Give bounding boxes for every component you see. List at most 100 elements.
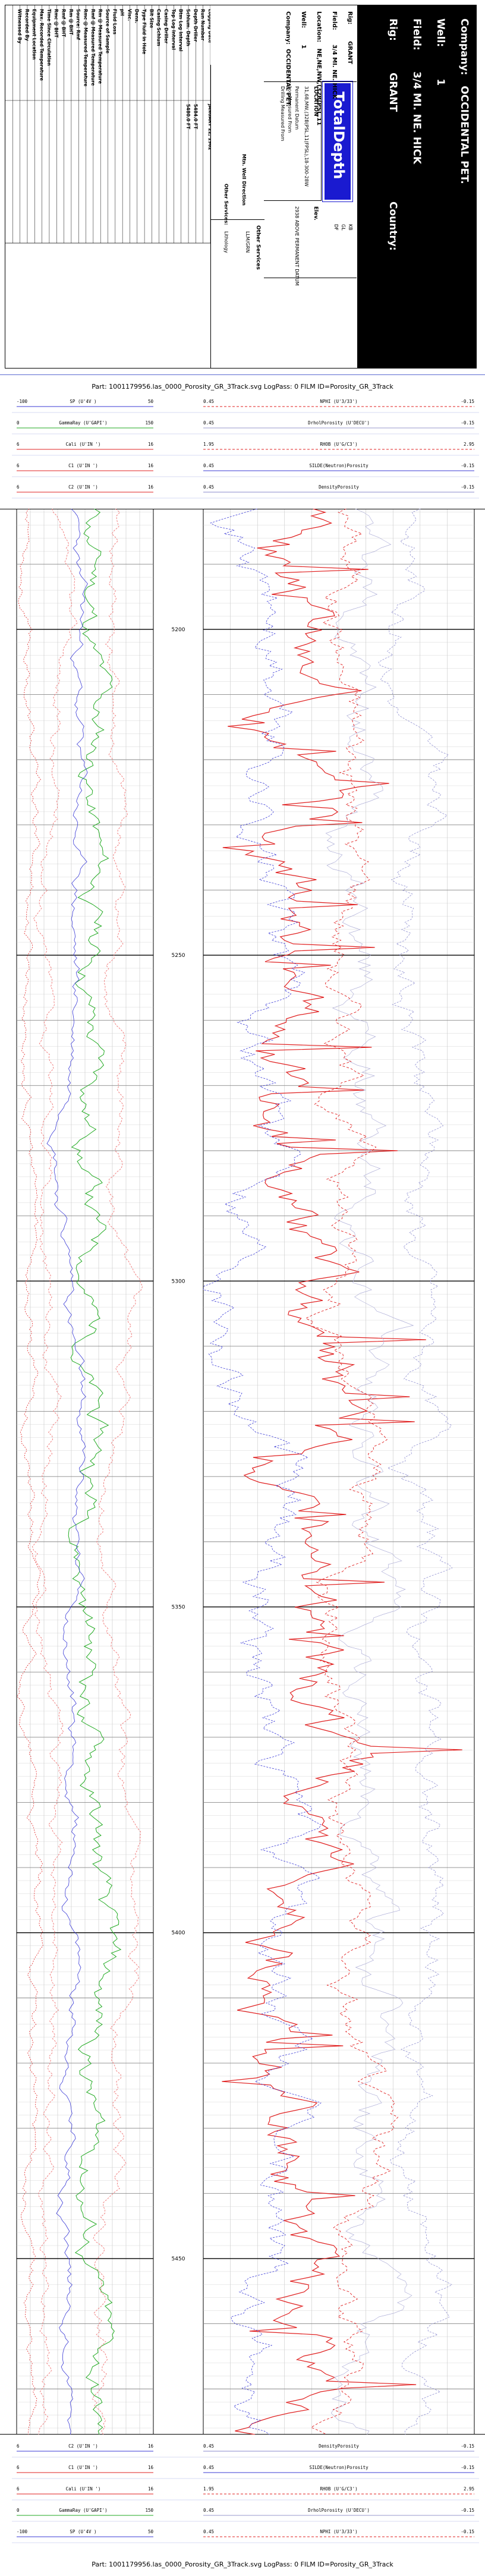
caliper-curve: [32, 509, 78, 2435]
scale-left-name: C2 (U'IN '): [68, 2443, 98, 2449]
summary-field: Field: 3/4 MI. NE. HICK: [331, 11, 338, 99]
field-label: Witnessed By: [17, 9, 23, 43]
scale-right-name: NPHI (U'3/33'): [320, 399, 357, 404]
scale-left-name: GammaRay (U'GAPI'): [59, 2508, 107, 2513]
depth-label: 5250: [172, 953, 185, 959]
elev-kb: KB: [348, 224, 353, 231]
scale-right-max: 2.95: [464, 2486, 474, 2492]
location-line-1: Permanent Datum: [294, 86, 300, 130]
field-label: Time Since Circulation: [46, 9, 52, 66]
summary-well: Well: 1: [300, 11, 307, 49]
scale-right-name: SILDE(Neutron)Porosity: [309, 2465, 369, 2470]
log-tracks: 5200 5250 5300 5350 5400 5450: [0, 509, 485, 2435]
scale-left-min: -100: [17, 2529, 28, 2534]
scale-right-min: 0.45: [203, 420, 214, 426]
field-label: Source: Rmf: [75, 9, 81, 40]
scale-right-max: -0.15: [461, 484, 474, 490]
sp-curve: [46, 509, 88, 2435]
other-services2-value: Lithology: [223, 231, 229, 253]
scale-right-min: 0.45: [203, 2443, 214, 2449]
summary-block: Rig: GRANT Field: 3/4 MI. NE. HICK Locat…: [264, 5, 357, 125]
direction-block: Mtn. Well Direction Other Services:: [210, 65, 264, 225]
drhol-porosity-curve: [325, 509, 414, 2435]
scale-right-name: NPHI (U'3/33'): [320, 2529, 357, 2534]
field-label: Casing Driller: [163, 9, 169, 43]
depth-label: 5300: [172, 1278, 185, 1284]
header-title-block: Company: OCCIDENTAL PET. Well: 1 Field: …: [357, 5, 476, 368]
scale-right-min: 1.95: [203, 442, 214, 447]
scale-left-name: C1 (U'IN '): [68, 2465, 98, 2470]
scales-bottom: 6 C2 (U'IN ') 16 0.45 DensityPorosity -0.15 6 C…: [12, 2443, 479, 2543]
summary-company-label: Company:: [285, 11, 291, 45]
footer-title: Part: 1001179956.las_0000_Porosity_GR_3T…: [92, 2561, 393, 2568]
well-label: Well:: [434, 18, 446, 48]
summary-rig-value: GRANT: [347, 41, 353, 64]
scale-right-max: -0.15: [461, 2465, 474, 2470]
scale-right-min: 0.45: [203, 2508, 214, 2513]
mid-title: Part: 1001179956.las_0000_Porosity_GR_3T…: [92, 383, 393, 391]
c1-curve: [92, 509, 143, 2435]
field-label: pH: [119, 9, 125, 16]
scale-left-max: 150: [145, 420, 153, 426]
field-value: 5484.0 FT: [193, 104, 198, 130]
scale-left-max: 16: [148, 484, 154, 490]
summary-well-value: 1: [300, 45, 307, 49]
scale-left-name: C1 (U'IN '): [68, 463, 98, 468]
scale-left-name: SP (U'4V ): [70, 399, 96, 404]
c2-curve: [16, 509, 43, 2435]
elev-text: 2938 ABOVE PERMANENT DATUM: [294, 206, 300, 286]
field-value: 3/4 MI. NE. HICK: [411, 71, 423, 165]
location-line-3: Drilling Measured From: [280, 86, 285, 141]
scale-left-min: 6: [17, 484, 20, 490]
location-line-2: Log Measured From: [287, 86, 292, 133]
scale-right-min: 0.45: [203, 2465, 214, 2470]
field-value: JANUARY 22, 1962: [207, 103, 210, 150]
field-label: Dens.: [134, 9, 140, 23]
field-label: Rm @ Measured Temperature: [97, 9, 103, 84]
country-label: Country:: [387, 201, 399, 251]
scale-right-min: 0.45: [203, 463, 214, 468]
field-label: Type Fluid in Hole: [141, 9, 147, 54]
scale-left-max: 150: [145, 2508, 153, 2513]
elevation-block: Elev. KB GL DF 2938 ABOVE PERMANENT DATU…: [264, 200, 357, 286]
scale-right-max: -0.15: [461, 463, 474, 468]
depth-label: 5450: [172, 2256, 185, 2262]
location-block: LOCATION 31,68,MW,(32B(PSL,11(FPSL),18-3…: [264, 81, 322, 201]
field-label: Rmf @ BHT: [61, 9, 66, 37]
scale-left-min: 0: [17, 420, 20, 426]
location-title: LOCATION: [313, 86, 319, 116]
other-services-label: Other Services: [255, 225, 261, 270]
scale-left-max: 16: [148, 442, 154, 447]
field-label: Run Number: [200, 9, 206, 41]
depth-label: 5200: [172, 627, 185, 633]
scale-right-max: -0.15: [461, 399, 474, 404]
field-label: Logging Date: [207, 9, 210, 43]
country-line: Country:: [387, 201, 399, 251]
scale-left-max: 50: [148, 2529, 154, 2534]
scale-right-max: -0.15: [461, 2508, 474, 2513]
field-label: Equipment Location: [32, 9, 37, 59]
logo-text: TotalDepth: [330, 92, 347, 179]
summary-well-label: Well:: [300, 11, 307, 29]
field-label: Max. Recorded Temperature: [39, 9, 45, 81]
field-label: Source of Sample: [105, 9, 110, 53]
scale-left-max: 16: [148, 2486, 154, 2492]
well-line: Well: 1: [434, 18, 446, 86]
field-label: Rmc @ Measured Temperature: [83, 9, 88, 87]
other-services-block: Other Services LLM/GRN Lithology: [210, 219, 264, 368]
scale-left-max: 16: [148, 2465, 154, 2470]
field-label: Field:: [411, 18, 423, 51]
scale-right-name: DensityPorosity: [319, 2443, 359, 2449]
scale-right-max: -0.15: [461, 2443, 474, 2449]
field-label: Rmc @ BHT: [53, 9, 59, 38]
rig-label: Rig:: [387, 18, 399, 41]
density-porosity-curve: [378, 509, 453, 2435]
elev-df: DF: [333, 224, 339, 231]
scale-left-min: 6: [17, 463, 20, 468]
nphi-curve: [222, 509, 462, 2435]
scale-right-name: SILDE(Neutron)Porosity: [309, 463, 369, 468]
scale-left-min: 0: [17, 2508, 20, 2513]
field-value: 5480.0 FT: [185, 104, 191, 130]
field-label: Rm @ BHT: [68, 9, 74, 36]
field-label: Fluid Loss: [112, 9, 118, 34]
